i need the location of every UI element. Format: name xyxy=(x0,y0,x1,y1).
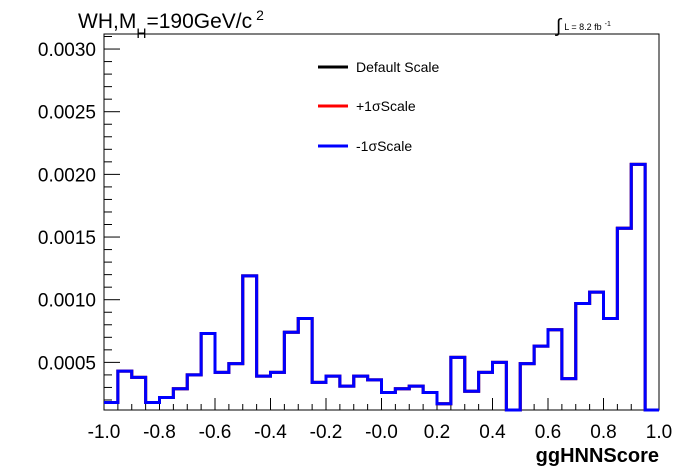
legend-label-minus-1-sigma: -1σScale xyxy=(356,138,412,154)
x-tick-label: 0.6 xyxy=(535,422,561,443)
x-tick-label: -0.4 xyxy=(254,422,287,443)
x-tick-label: -0.8 xyxy=(143,422,176,443)
y-tick-label: 0.0015 xyxy=(38,228,96,249)
series-group xyxy=(104,162,659,412)
title-part-a: WH,M xyxy=(78,10,136,33)
luminosity-text: L = 8.2 fb xyxy=(564,22,601,32)
y-tick-label: 0.0010 xyxy=(38,291,96,312)
integral-sign: ∫ xyxy=(555,16,563,37)
series-minus-1-sigma-scale xyxy=(104,162,659,412)
legend: Default Scale +1σScale -1σScale xyxy=(318,59,439,154)
x-tick-label: -0.2 xyxy=(310,422,343,443)
x-tick-label: 0.4 xyxy=(479,422,506,443)
title-superscript: 2 xyxy=(256,7,264,23)
x-tick-label: 0.8 xyxy=(590,422,616,443)
chart-title: WH,MH=190GeV/c 2 xyxy=(78,7,264,41)
x-tick-label: 0.2 xyxy=(424,422,450,443)
y-tick-label: 0.0030 xyxy=(38,40,96,61)
title-subscript: H xyxy=(136,25,146,41)
legend-label-default: Default Scale xyxy=(356,59,439,75)
y-tick-label: 0.0020 xyxy=(38,165,96,186)
legend-label-plus-1-sigma: +1σScale xyxy=(356,98,416,114)
y-tick-label: 0.0025 xyxy=(38,103,96,124)
x-tick-label: -1.0 xyxy=(88,422,121,443)
y-tick-label: 0.0005 xyxy=(38,353,96,374)
x-tick-label: -0.0 xyxy=(365,422,398,443)
x-tick-label: -0.6 xyxy=(199,422,232,443)
x-axis: -1.0 -0.8 -0.6 -0.4 -0.2 -0.0 0.2 0.4 0.6 0.8 1.0 xyxy=(88,398,672,443)
x-axis-title: ggHNNScore xyxy=(536,445,659,467)
luminosity-superscript: -1 xyxy=(605,21,611,28)
luminosity-label: ∫ L = 8.2 fb -1 xyxy=(555,16,611,37)
x-tick-label: 1.0 xyxy=(646,422,672,443)
y-axis: 0.0005 0.0010 0.0015 0.0020 0.0025 0.0030 xyxy=(38,36,120,401)
title-part-b: =190GeV/c xyxy=(146,10,252,33)
